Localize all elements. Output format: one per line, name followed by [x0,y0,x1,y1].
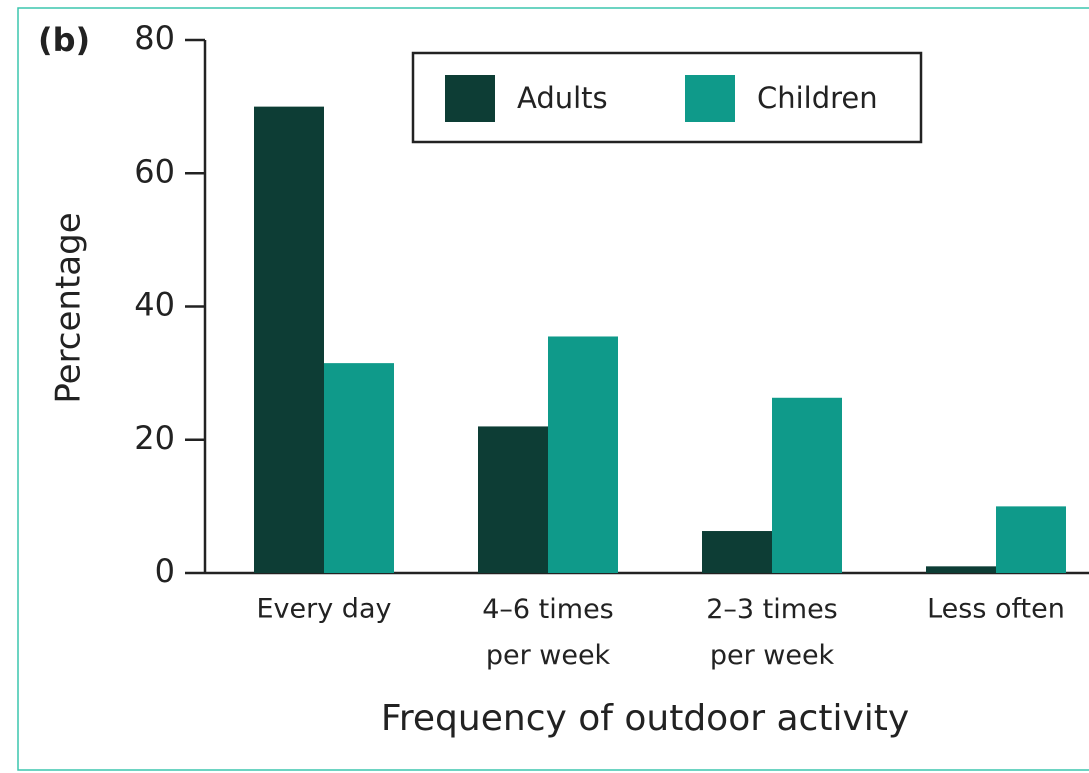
y-tick-label: 40 [134,286,175,324]
x-tick-label: 2–3 times per week [706,594,838,671]
frame [17,7,1089,771]
bar [702,531,772,573]
legend-box [411,51,923,144]
y-tick-label: 80 [134,19,175,57]
y-tick-label: 60 [134,152,175,190]
y-axis-label: Percentage [49,212,89,403]
y-tick-label: 0 [155,552,175,590]
bar [996,506,1066,573]
bar [324,363,394,573]
x-tick-label: Less often [927,594,1065,625]
x-axis-label: Frequency of outdoor activity [381,698,909,739]
panel-label: (b) [38,21,90,59]
bar [478,426,548,573]
x-tick-label: Every day [257,594,392,625]
bar [926,566,996,573]
legend-label: Adults [517,81,608,115]
bar [254,106,324,573]
bar [548,336,618,573]
legend-label: Children [757,81,878,115]
x-tick-label: 4–6 times per week [482,594,614,671]
y-tick-label: 20 [134,419,175,457]
legend-swatch [445,75,495,122]
legend-swatch [685,75,735,122]
bar [772,397,842,573]
